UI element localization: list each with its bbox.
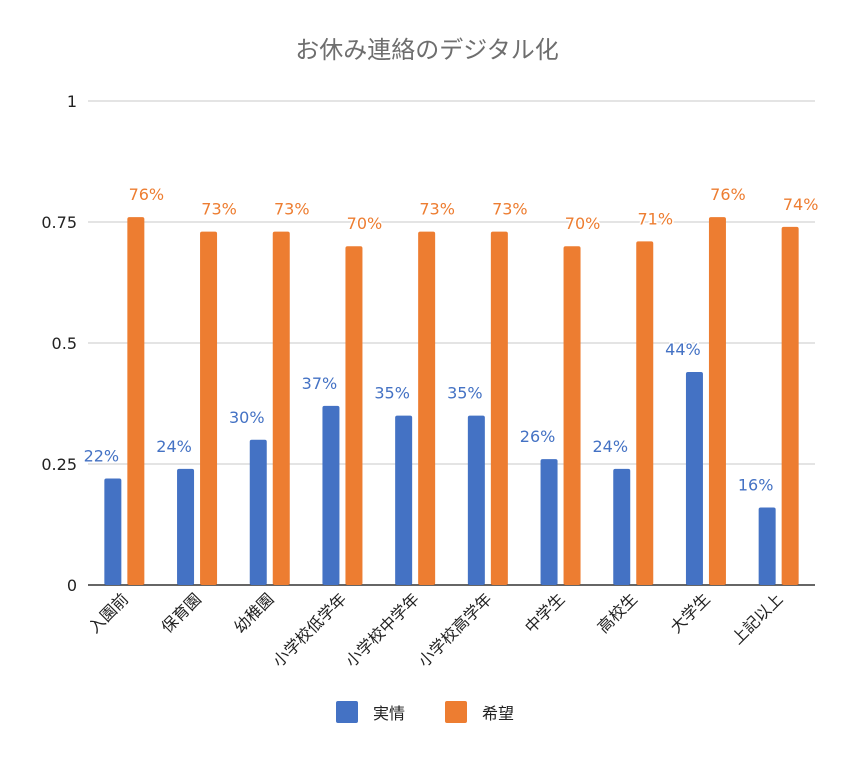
x-tick-label: 上記以上 [728,589,787,648]
x-tick-label: 中学生 [521,589,568,636]
legend-swatch [445,701,467,723]
bar-actual [758,507,776,585]
bar-actual [322,405,340,585]
data-label: 73% [492,200,528,219]
data-labels: 22% 76% 24% 73% 30% 73% 37% 70% 35% 73% 35% 73% 26% 7… [82,184,820,496]
x-tick-label: 大学生 [666,589,713,636]
data-label: 16% [738,476,774,495]
data-label: 35% [447,384,483,403]
bar-desired [200,231,218,585]
bar-desired [272,231,290,585]
bar-actual [249,439,267,585]
data-label: 71% [637,209,673,228]
data-label: 73% [419,200,455,219]
bar-actual [540,459,558,585]
data-label: 73% [274,200,310,219]
data-label: 35% [374,384,410,403]
bar-actual [467,415,485,585]
legend-swatch [336,701,358,723]
data-label: 73% [201,200,237,219]
bar-desired [781,226,799,585]
data-label: 44% [665,340,701,359]
bar-actual [104,478,122,585]
chart-title: お休み連絡のデジタル化 [295,36,559,64]
data-label: 26% [520,427,556,446]
x-tick-label: 入園前 [85,589,132,636]
data-label: 76% [710,185,746,204]
legend-label: 希望 [482,704,514,723]
y-tick-label: 0.5 [52,334,77,353]
x-tick-label: 小学校高学年 [414,589,495,670]
x-tick-label: 高校生 [594,589,641,636]
gridlines [88,100,815,586]
data-label: 70% [347,214,383,233]
legend: 実情 希望 [336,701,514,723]
data-label: 74% [783,195,819,214]
y-tick-label: 0 [67,576,77,595]
bar-actual [685,372,703,585]
data-label: 37% [302,374,338,393]
bar-desired [563,246,581,585]
data-label: 30% [229,408,265,427]
data-label: 22% [84,447,120,466]
bar-desired [418,231,436,585]
bar-desired [636,241,654,586]
bar-desired [490,231,508,585]
x-tick-label: 幼稚園 [230,589,277,636]
y-axis-ticks: 0 0.25 0.5 0.75 1 [41,92,77,595]
bar-actual [613,468,631,585]
bar-desired [345,246,363,585]
bar-actual [395,415,413,585]
data-label: 24% [592,437,628,456]
bar-desired [708,217,726,585]
x-tick-label: 保育園 [157,589,204,636]
y-tick-label: 0.25 [41,455,77,474]
x-tick-label: 小学校中学年 [342,589,423,670]
legend-label: 実情 [373,704,405,723]
x-tick-label: 小学校低学年 [269,589,350,670]
data-label: 70% [565,214,601,233]
y-tick-label: 1 [67,92,77,111]
y-tick-label: 0.75 [41,213,77,232]
data-label: 76% [129,185,165,204]
bar-actual [177,468,195,585]
data-label: 24% [156,437,192,456]
bars [104,217,799,586]
bar-desired [127,217,145,585]
